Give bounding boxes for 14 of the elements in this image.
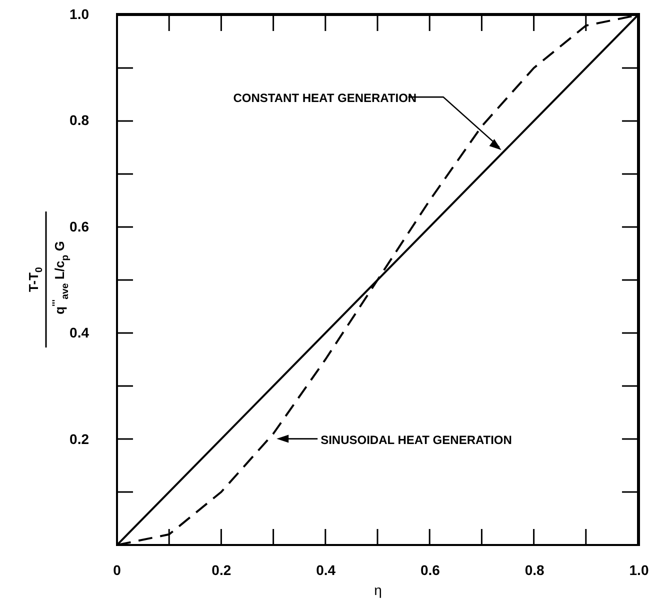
x-axis-title: η [374,582,382,598]
annotation: SINUSOIDAL HEAT GENERATION [320,432,512,447]
x-tick-label: 1.0 [629,562,649,578]
x-tick-label: 0.4 [316,562,336,578]
y-tick-label: 0.2 [70,430,90,447]
x-tick-label: 0.6 [420,562,440,578]
y-tick-label: 1.0 [70,6,90,22]
x-tick-label: 0 [113,562,122,578]
y-tick-label: 0.8 [70,112,90,128]
y-tick-label: 0.4 [70,324,90,341]
annotation: CONSTANT HEAT GENERATION [233,91,417,106]
y-tick-label: 0.6 [70,218,90,234]
x-tick-label: 0.8 [524,562,545,578]
x-tick-label: 0.2 [212,562,232,578]
